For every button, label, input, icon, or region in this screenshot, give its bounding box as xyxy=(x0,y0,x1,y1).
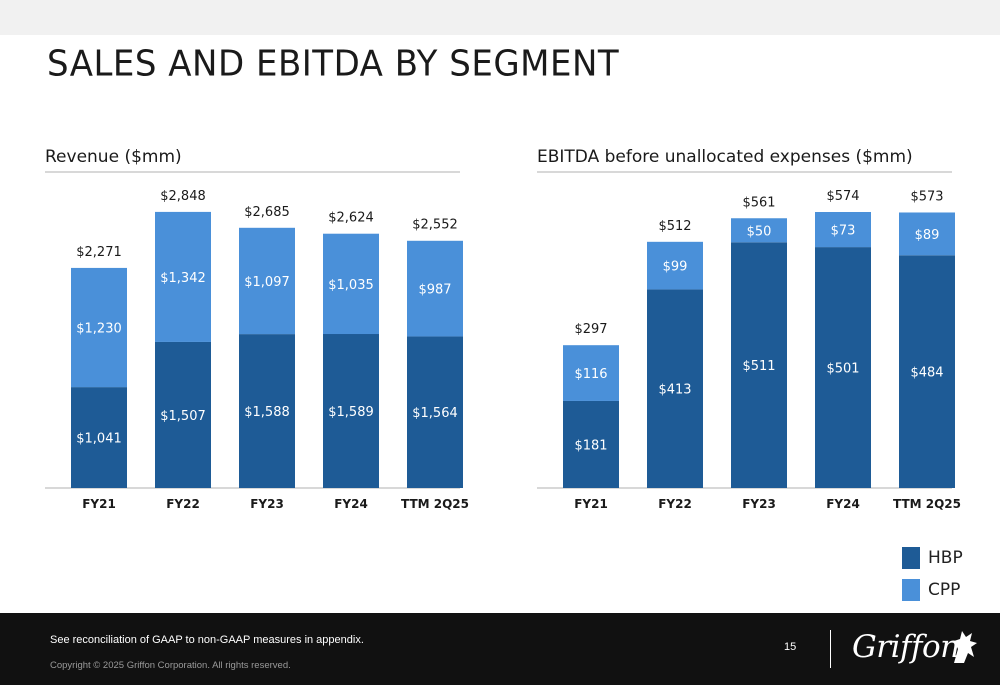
ebitda-bar-cpp-fy21 xyxy=(563,345,619,401)
page-number: 15 xyxy=(784,641,797,653)
revenue-total-label-fy23: $2,685 xyxy=(244,205,290,220)
revenue-total-label-fy21: $2,271 xyxy=(76,245,122,260)
top-band xyxy=(0,0,1000,35)
revenue-data-label-cpp-fy24: $1,035 xyxy=(328,278,374,293)
revenue-total-label-ttm-2q25: $2,552 xyxy=(412,218,458,233)
ebitda-data-label-cpp-fy24: $73 xyxy=(831,224,856,239)
ebitda-total-label-fy22: $512 xyxy=(658,219,691,234)
revenue-data-label-hbp-ttm-2q25: $1,564 xyxy=(412,406,458,421)
ebitda-data-label-hbp-fy22: $413 xyxy=(658,383,691,398)
ebitda-total-label-fy21: $297 xyxy=(574,322,607,337)
revenue-data-label-cpp-fy22: $1,342 xyxy=(160,271,206,286)
ebitda-total-label-ttm-2q25: $573 xyxy=(910,189,943,204)
ebitda-bar-hbp-fy23 xyxy=(731,242,787,488)
revenue-bar-hbp-fy23 xyxy=(239,334,295,488)
ebitda-data-label-hbp-fy21: $181 xyxy=(574,438,607,453)
revenue-data-label-hbp-fy22: $1,507 xyxy=(160,409,206,424)
ebitda-bar-cpp-fy23 xyxy=(731,218,787,243)
ebitda-bar-hbp-fy22 xyxy=(647,289,703,488)
ebitda-bar-hbp-ttm-2q25 xyxy=(899,255,955,488)
revenue-category-label-fy22: FY22 xyxy=(166,497,200,511)
revenue-data-label-hbp-fy21: $1,041 xyxy=(76,432,122,447)
legend-label-hbp: HBP xyxy=(928,548,963,568)
griffon-logo: Griffon xyxy=(852,629,960,665)
ebitda-category-label-ttm-2q25: TTM 2Q25 xyxy=(893,497,961,511)
ebitda-total-label-fy24: $574 xyxy=(826,189,859,204)
revenue-data-label-cpp-ttm-2q25: $987 xyxy=(418,283,451,298)
ebitda-bar-cpp-fy22 xyxy=(647,241,703,290)
ebitda-chart: EBITDA before unallocated expenses ($mm)… xyxy=(537,147,961,511)
revenue-category-label-fy23: FY23 xyxy=(250,497,284,511)
footer: See reconciliation of GAAP to non-GAAP m… xyxy=(0,613,1000,685)
revenue-total-label-fy24: $2,624 xyxy=(328,211,374,226)
revenue-bar-hbp-fy24 xyxy=(323,334,379,488)
legend-item-cpp: CPP xyxy=(902,578,963,602)
revenue-data-label-cpp-fy23: $1,097 xyxy=(244,275,290,290)
legend: HBP CPP xyxy=(902,546,963,610)
revenue-bar-cpp-fy24 xyxy=(323,233,379,335)
ebitda-category-label-fy23: FY23 xyxy=(742,497,776,511)
revenue-bar-hbp-fy22 xyxy=(155,341,211,488)
revenue-bar-hbp-fy21 xyxy=(71,387,127,488)
revenue-bar-cpp-fy22 xyxy=(155,211,211,342)
ebitda-data-label-cpp-ttm-2q25: $89 xyxy=(915,228,940,243)
ebitda-data-label-hbp-fy24: $501 xyxy=(826,362,859,377)
revenue-data-label-hbp-fy24: $1,589 xyxy=(328,405,374,420)
ebitda-data-label-hbp-fy23: $511 xyxy=(742,359,775,374)
revenue-bar-cpp-fy23 xyxy=(239,227,295,335)
copyright: Copyright © 2025 Griffon Corporation. Al… xyxy=(50,660,291,671)
ebitda-data-label-cpp-fy21: $116 xyxy=(574,367,607,382)
ebitda-bar-hbp-fy24 xyxy=(815,247,871,488)
ebitda-bar-cpp-ttm-2q25 xyxy=(899,212,955,256)
legend-swatch-cpp xyxy=(902,579,920,601)
ebitda-bar-hbp-fy21 xyxy=(563,400,619,488)
ebitda-category-label-fy22: FY22 xyxy=(658,497,692,511)
ebitda-data-label-hbp-ttm-2q25: $484 xyxy=(910,366,943,381)
legend-label-cpp: CPP xyxy=(928,580,961,600)
revenue-chart: Revenue ($mm) $1,041 $1,230 $2,271 FY21 $1,50… xyxy=(45,147,469,511)
footer-divider xyxy=(830,630,831,668)
griffon-emblem-icon xyxy=(954,631,977,663)
revenue-bar-cpp-ttm-2q25 xyxy=(407,240,463,337)
legend-swatch-hbp xyxy=(902,547,920,569)
ebitda-bar-cpp-fy24 xyxy=(815,212,871,248)
page-title: SALES AND EBITDA BY SEGMENT xyxy=(47,43,620,85)
ebitda-chart-title: EBITDA before unallocated expenses ($mm) xyxy=(537,147,913,167)
footnote: See reconciliation of GAAP to non-GAAP m… xyxy=(50,634,364,646)
ebitda-data-label-cpp-fy23: $50 xyxy=(747,224,772,239)
revenue-bar-cpp-fy21 xyxy=(71,267,127,388)
revenue-data-label-hbp-fy23: $1,588 xyxy=(244,405,290,420)
revenue-bar-hbp-ttm-2q25 xyxy=(407,336,463,488)
revenue-category-label-fy21: FY21 xyxy=(82,497,116,511)
ebitda-data-label-cpp-fy22: $99 xyxy=(663,260,688,275)
ebitda-category-label-fy24: FY24 xyxy=(826,497,860,511)
revenue-category-label-fy24: FY24 xyxy=(334,497,368,511)
legend-item-hbp: HBP xyxy=(902,546,963,570)
revenue-category-label-ttm-2q25: TTM 2Q25 xyxy=(401,497,469,511)
ebitda-total-label-fy23: $561 xyxy=(742,195,775,210)
revenue-data-label-cpp-fy21: $1,230 xyxy=(76,322,122,337)
revenue-total-label-fy22: $2,848 xyxy=(160,189,206,204)
ebitda-category-label-fy21: FY21 xyxy=(574,497,608,511)
revenue-chart-title: Revenue ($mm) xyxy=(45,147,182,167)
